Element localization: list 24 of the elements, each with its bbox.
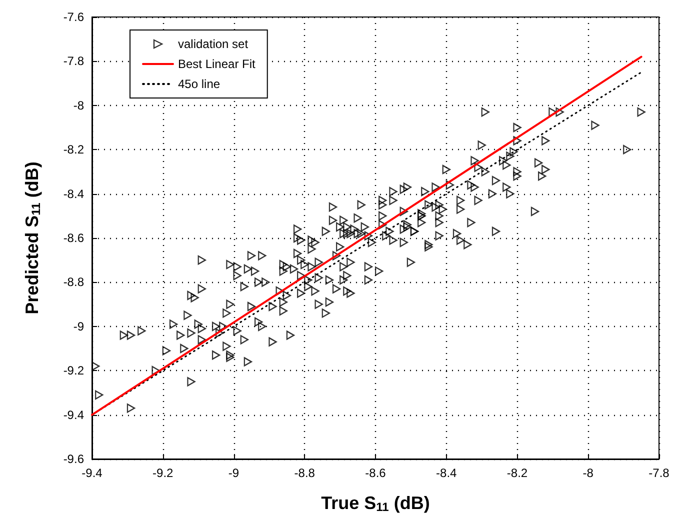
x-tick-label: -8.4 [436, 466, 458, 480]
y-tick-label: -8.6 [63, 231, 84, 245]
x-tick-label: -8 [582, 466, 594, 480]
y-tick-label: -7.6 [63, 10, 84, 24]
y-tick-label: -8 [73, 98, 84, 112]
x-tick-label: -8.2 [506, 466, 528, 480]
x-tick-label: -8.6 [365, 466, 386, 480]
y-tick-label: -8.8 [63, 275, 84, 290]
x-tick-label: -9.4 [82, 466, 103, 480]
legend-label: validation set [178, 37, 249, 51]
y-tick-label: -9.2 [63, 364, 84, 378]
y-axis-title: Predicted S11 (dB) [22, 162, 43, 314]
x-tick-label: -8.8 [294, 466, 316, 480]
legend-label: Best Linear Fit [178, 57, 256, 71]
y-tick-label: -8.2 [63, 142, 84, 157]
y-tick-label: -9.6 [63, 452, 84, 466]
y-tick-label: -8.4 [63, 186, 84, 201]
x-tick-label: -7.8 [648, 466, 670, 480]
x-tick-label: -9.2 [152, 466, 174, 480]
y-tick-label: -7.8 [63, 54, 84, 68]
legend-label: 45o line [178, 77, 220, 91]
y-tick-label: -9.4 [63, 408, 84, 422]
y-tick-label: -9 [73, 319, 84, 334]
x-tick-label: -9 [228, 466, 240, 480]
